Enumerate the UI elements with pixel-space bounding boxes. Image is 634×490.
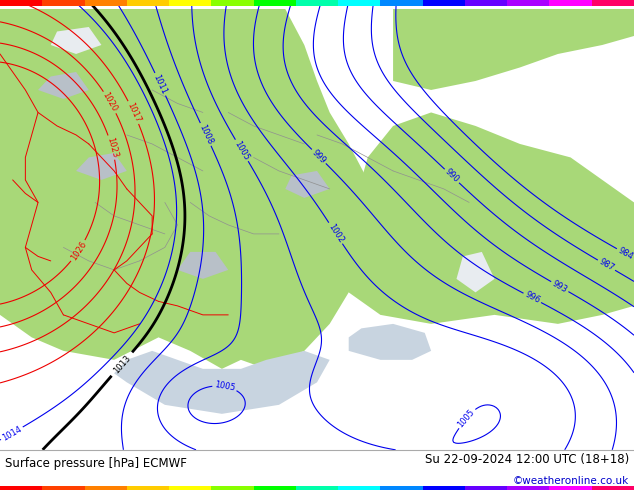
Polygon shape [349, 324, 431, 360]
Polygon shape [76, 153, 127, 180]
Text: 999: 999 [310, 147, 328, 165]
Text: ©weatheronline.co.uk: ©weatheronline.co.uk [513, 476, 629, 486]
Polygon shape [178, 252, 228, 279]
Text: 1013: 1013 [112, 353, 133, 375]
Text: 1005: 1005 [233, 139, 251, 162]
Text: 984: 984 [616, 246, 634, 262]
Text: 1026: 1026 [69, 240, 88, 262]
Text: 1023: 1023 [105, 136, 119, 159]
Text: 996: 996 [523, 290, 541, 306]
Polygon shape [349, 113, 634, 324]
Text: Su 22-09-2024 12:00 UTC (18+18): Su 22-09-2024 12:00 UTC (18+18) [425, 453, 629, 466]
Text: 1002: 1002 [326, 222, 345, 245]
Polygon shape [51, 27, 101, 54]
Text: 993: 993 [551, 279, 569, 294]
Polygon shape [38, 72, 89, 99]
Text: Surface pressure [hPa] ECMWF: Surface pressure [hPa] ECMWF [5, 457, 187, 470]
Polygon shape [114, 351, 330, 414]
Polygon shape [456, 252, 495, 293]
Text: 1008: 1008 [197, 123, 214, 146]
Text: 1011: 1011 [152, 73, 169, 96]
Text: 1014: 1014 [1, 424, 23, 442]
Text: 1005: 1005 [456, 407, 477, 429]
Text: 990: 990 [443, 168, 461, 185]
Polygon shape [0, 9, 380, 369]
Text: 1005: 1005 [214, 380, 236, 393]
Text: 987: 987 [597, 257, 616, 273]
Text: 1017: 1017 [125, 101, 142, 124]
Text: 1020: 1020 [101, 91, 119, 114]
Polygon shape [393, 9, 634, 90]
Polygon shape [285, 171, 330, 198]
